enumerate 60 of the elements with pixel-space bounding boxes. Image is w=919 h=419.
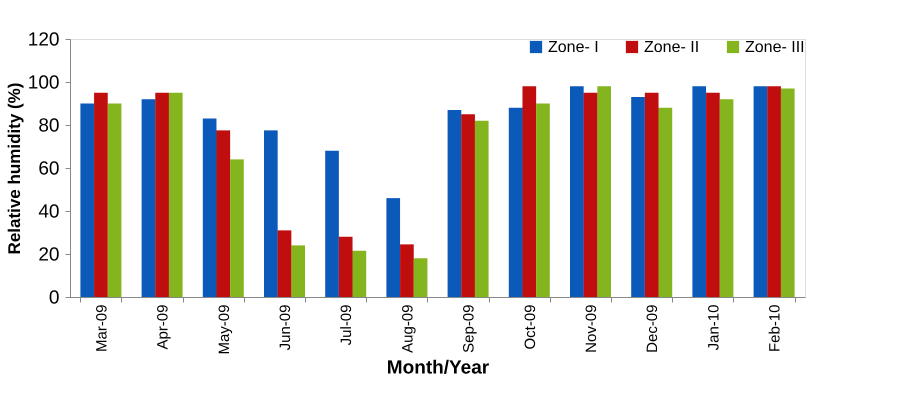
bar bbox=[325, 150, 339, 297]
x-tick-label: Jan-10 bbox=[705, 304, 722, 350]
bar bbox=[142, 99, 156, 297]
legend-label: Zone- III bbox=[745, 39, 805, 56]
y-tick-label: 80 bbox=[38, 116, 60, 136]
bar bbox=[386, 198, 400, 297]
bar bbox=[706, 92, 720, 297]
y-tick-label: 120 bbox=[28, 30, 60, 50]
bar bbox=[278, 230, 292, 297]
bar bbox=[584, 92, 598, 297]
bar bbox=[108, 104, 122, 297]
bar bbox=[508, 108, 522, 297]
x-tick-label: Feb-10 bbox=[766, 304, 784, 352]
bar bbox=[94, 92, 108, 297]
x-tick-label: Sep-09 bbox=[460, 304, 478, 353]
bar bbox=[597, 86, 611, 297]
x-tick-label: Mar-09 bbox=[93, 304, 110, 352]
bar bbox=[448, 110, 462, 297]
x-tick-label: Jul-09 bbox=[338, 304, 356, 346]
bar bbox=[780, 88, 795, 297]
bar bbox=[767, 86, 781, 297]
x-tick-label: Aug-09 bbox=[399, 304, 416, 353]
bar bbox=[658, 108, 672, 297]
bar bbox=[631, 97, 645, 297]
x-tick-label: Dec-09 bbox=[644, 304, 662, 353]
y-tick-label: 100 bbox=[28, 72, 60, 94]
x-tick-label: Jun-09 bbox=[277, 304, 294, 350]
x-tick-label: Oct-09 bbox=[522, 304, 539, 350]
bar bbox=[754, 86, 768, 297]
bar bbox=[400, 244, 414, 297]
bar bbox=[202, 118, 216, 297]
bar bbox=[536, 104, 550, 297]
legend-label: Zone- II bbox=[644, 39, 700, 56]
y-axis-title: Relative humidity (%) bbox=[4, 82, 24, 254]
bar bbox=[216, 130, 230, 297]
bar bbox=[461, 114, 475, 297]
bar bbox=[352, 250, 366, 297]
x-axis-title: Month/Year bbox=[386, 358, 490, 379]
bar bbox=[338, 236, 353, 297]
bar bbox=[414, 258, 428, 297]
bar bbox=[644, 92, 659, 297]
y-tick-label: 40 bbox=[38, 202, 60, 222]
bar bbox=[80, 104, 94, 297]
bar bbox=[291, 245, 306, 297]
y-tick-label: 0 bbox=[48, 288, 60, 308]
bar bbox=[692, 86, 706, 297]
bar bbox=[264, 130, 278, 297]
bar bbox=[720, 99, 734, 297]
x-tick-label: May-09 bbox=[216, 304, 233, 355]
y-tick-label: 20 bbox=[38, 244, 60, 266]
x-tick-label: Apr-09 bbox=[154, 304, 172, 350]
bar bbox=[522, 86, 536, 297]
bar bbox=[570, 86, 584, 297]
y-tick-label: 60 bbox=[38, 158, 60, 180]
bar bbox=[168, 92, 183, 297]
x-tick-label: Nov-09 bbox=[582, 304, 600, 353]
bar bbox=[474, 120, 489, 297]
bar bbox=[230, 159, 244, 297]
legend-label: Zone- I bbox=[548, 39, 599, 56]
bar bbox=[155, 92, 169, 297]
